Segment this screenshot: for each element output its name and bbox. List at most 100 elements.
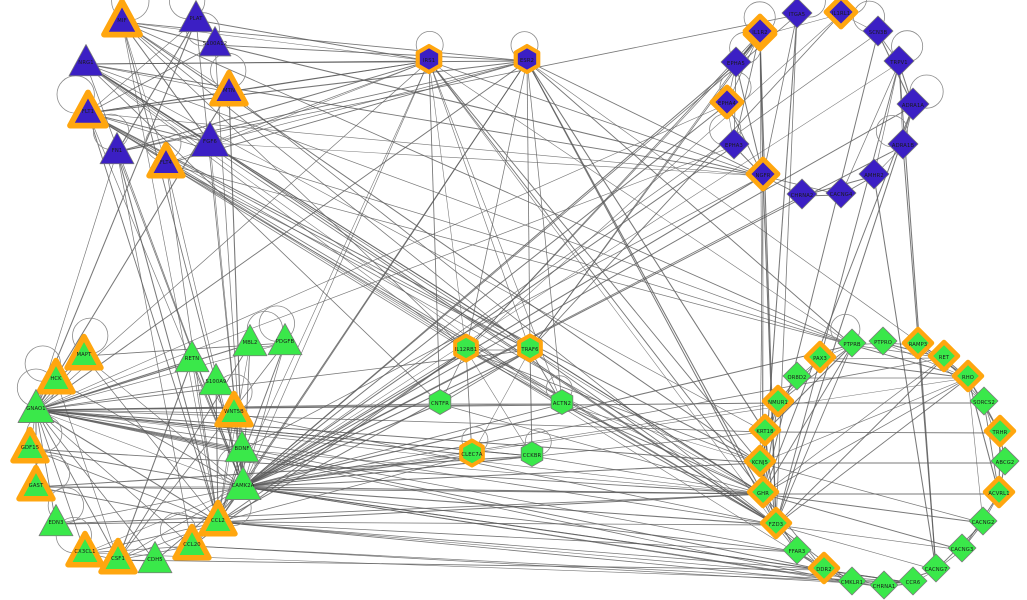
- edge: [762, 493, 825, 571]
- diamond-node-icon: [895, 86, 931, 126]
- diamond-node-icon: [989, 445, 1021, 481]
- edge: [242, 145, 735, 488]
- edge: [35, 60, 528, 411]
- edge: [87, 60, 430, 114]
- edge: [84, 545, 193, 554]
- edge: [165, 163, 853, 346]
- diamond-node-icon: [836, 565, 868, 600]
- edge: [35, 60, 430, 411]
- edge: [165, 163, 467, 351]
- edge: [215, 382, 219, 523]
- edge: [35, 409, 777, 526]
- diamond-node-icon: [819, 0, 862, 38]
- edge: [209, 60, 430, 144]
- diamond-node-icon: [967, 505, 999, 541]
- diamond-node-icon: [800, 337, 840, 381]
- edge: [233, 412, 777, 526]
- edge: [84, 552, 914, 584]
- diamond-node-icon: [719, 45, 753, 83]
- edge: [85, 63, 853, 346]
- edge: [764, 431, 1001, 434]
- triangle-node-icon: [62, 85, 114, 141]
- edge: [55, 521, 219, 525]
- edge: [165, 163, 531, 351]
- edge: [762, 377, 969, 495]
- edge: [526, 60, 563, 405]
- diamond-node-icon: [968, 385, 1000, 421]
- edge: [242, 103, 728, 488]
- edge: [117, 486, 244, 561]
- edge: [217, 349, 467, 523]
- edge: [165, 60, 528, 165]
- edge: [87, 19, 197, 114]
- diamond-node-icon: [924, 336, 964, 380]
- diamond-node-icon: [920, 552, 952, 588]
- edge: [242, 357, 945, 488]
- edge: [465, 60, 528, 351]
- edge: [209, 142, 777, 526]
- edge: [85, 63, 563, 405]
- edge: [762, 493, 963, 551]
- edge: [561, 403, 764, 495]
- edge: [85, 63, 230, 93]
- edge: [762, 357, 945, 495]
- edge: [35, 409, 244, 488]
- edge: [471, 349, 531, 456]
- triangle-node-icon: [136, 540, 174, 582]
- diamond-node-icon: [980, 411, 1020, 455]
- edge: [465, 349, 764, 495]
- edge: [35, 409, 761, 464]
- edge: [775, 357, 945, 526]
- edge: [217, 521, 798, 553]
- edge: [819, 357, 945, 360]
- edge: [191, 349, 467, 547]
- edge: [217, 521, 777, 526]
- edge: [191, 545, 914, 584]
- edge: [55, 486, 244, 525]
- edge: [529, 32, 761, 351]
- edge: [735, 63, 764, 177]
- edge: [29, 448, 764, 495]
- edge: [165, 163, 244, 488]
- triangle-node-icon: [210, 387, 259, 440]
- edge: [882, 342, 969, 379]
- edge: [428, 60, 764, 177]
- edge: [85, 60, 528, 65]
- edge: [526, 60, 764, 177]
- edge: [117, 343, 251, 561]
- edge: [35, 409, 119, 561]
- edge: [217, 349, 531, 523]
- edge: [759, 377, 969, 464]
- edge: [241, 449, 764, 495]
- edge: [87, 112, 219, 523]
- edge: [967, 377, 984, 524]
- edge: [29, 448, 244, 488]
- edge: [209, 142, 764, 495]
- triangle-node-icon: [61, 527, 110, 580]
- triangle-node-icon: [223, 429, 261, 471]
- hexagon-node-icon: [518, 440, 547, 473]
- edge: [217, 493, 764, 523]
- edge: [35, 19, 197, 411]
- edge: [85, 63, 467, 351]
- edge: [242, 377, 969, 488]
- edge: [85, 63, 531, 351]
- hexagon-node-icon: [508, 40, 545, 81]
- edge: [775, 524, 937, 571]
- edge: [242, 486, 764, 495]
- edge: [35, 409, 764, 495]
- edge: [217, 521, 853, 584]
- edge: [439, 349, 531, 405]
- edge: [121, 21, 467, 351]
- edge: [242, 175, 764, 488]
- edge: [851, 344, 969, 379]
- edge: [117, 359, 193, 561]
- edge: [242, 63, 737, 488]
- edge: [759, 462, 984, 524]
- edge: [428, 60, 777, 526]
- triangle-node-icon: [177, 0, 215, 41]
- edge: [35, 409, 86, 554]
- triangle-node-icon: [173, 339, 211, 381]
- triangle-node-icon: [231, 323, 269, 365]
